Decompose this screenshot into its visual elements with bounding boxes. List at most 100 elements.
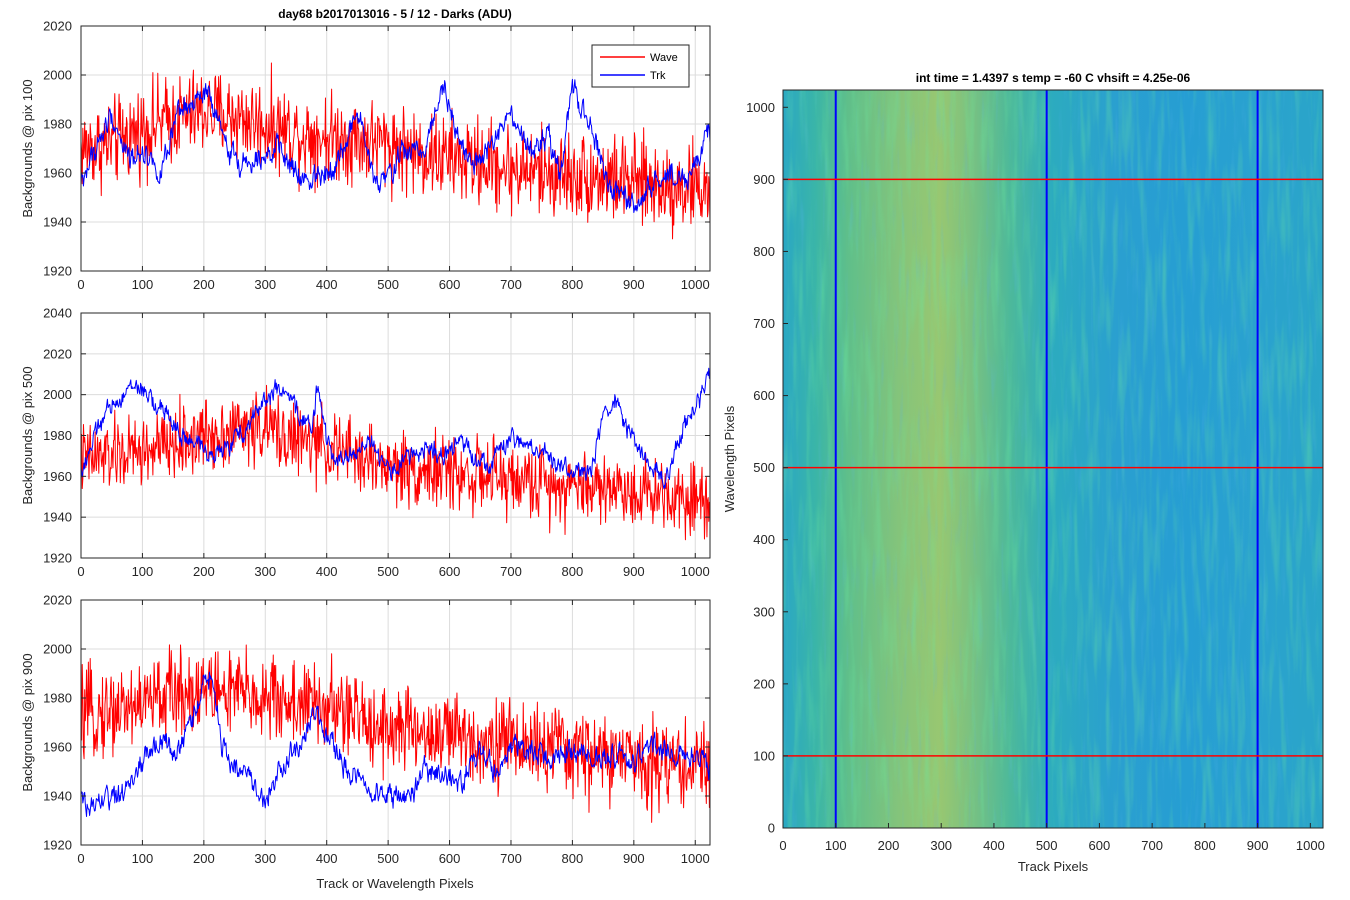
x-tick-label: 300 [254, 851, 276, 866]
y-tick-label: 300 [753, 604, 775, 619]
x-tick-label: 800 [562, 277, 584, 292]
series-line-trk [81, 671, 710, 817]
axes-box [80, 25, 711, 272]
x-tick-label: 300 [930, 838, 952, 853]
x-tick-label: 600 [439, 851, 461, 866]
y-tick-label: 2020 [43, 19, 72, 34]
y-tick-label: 2000 [43, 642, 72, 657]
x-tick-label: 500 [377, 564, 399, 579]
x-tick-label: 0 [77, 851, 84, 866]
y-tick-label: 2040 [43, 306, 72, 321]
x-tick-label: 500 [377, 277, 399, 292]
series-group [81, 644, 710, 823]
legend-box [591, 44, 690, 88]
y-tick-label: 2020 [43, 346, 72, 361]
x-tick-label: 200 [878, 838, 900, 853]
figure-title: day68 b2017013016 - 5 / 12 - Darks (ADU) [278, 7, 511, 21]
y-tick-label: 400 [753, 532, 775, 547]
y-tick-label: 1960 [43, 166, 72, 181]
y-tick-label: 1960 [43, 469, 72, 484]
legend-label-trk: Trk [650, 70, 666, 82]
y-axis-label: Backgrounds @ pix 100 [20, 79, 35, 217]
x-tick-label: 0 [779, 838, 786, 853]
x-tick-label: 200 [193, 851, 215, 866]
y-tick-label: 1000 [746, 100, 775, 115]
x-tick-label: 600 [439, 277, 461, 292]
x-tick-label: 400 [983, 838, 1005, 853]
ticks: 0 100 200 300 400 500 600 700 800 900 1000 1920 1940… [43, 19, 710, 292]
x-tick-label: 900 [1247, 838, 1269, 853]
x-axis-label: Track Pixels [1018, 859, 1089, 874]
heatmap-title: int time = 1.4397 s temp = -60 C vhsift … [916, 71, 1191, 85]
series-group [81, 367, 710, 541]
y-tick-label: 1920 [43, 551, 72, 566]
x-tick-label: 100 [132, 277, 154, 292]
x-tick-label: 900 [623, 277, 645, 292]
x-tick-label: 400 [316, 851, 338, 866]
series-line-wave [81, 384, 710, 541]
y-tick-label: 1940 [43, 789, 72, 804]
x-tick-label: 700 [500, 851, 522, 866]
x-tick-label: 1000 [1296, 838, 1325, 853]
ticks: 0 100 200 300 400 500 600 700 800 900 1000 1920 1940… [43, 593, 710, 866]
x-tick-label: 0 [77, 277, 84, 292]
ticks: 0 100 200 300 400 500 600 700 800 900 1000 1920 1940… [43, 306, 710, 579]
axes-box [80, 599, 711, 846]
subplot-pix-100: 0 100 200 300 400 500 600 700 800 900 1000 1920 1940… [20, 7, 711, 292]
x-tick-label: 1000 [681, 564, 710, 579]
y-tick-label: 2020 [43, 593, 72, 608]
y-tick-label: 800 [753, 244, 775, 259]
series-line-wave [81, 644, 710, 823]
x-tick-label: 900 [623, 851, 645, 866]
y-tick-label: 1980 [43, 117, 72, 132]
y-tick-label: 1940 [43, 215, 72, 230]
y-tick-label: 1980 [43, 691, 72, 706]
x-tick-label: 1000 [681, 851, 710, 866]
axes-box [782, 89, 1324, 829]
y-axis-label: Backgrounds @ pix 900 [20, 653, 35, 791]
y-tick-label: 1940 [43, 510, 72, 525]
y-tick-label: 1920 [43, 264, 72, 279]
x-tick-label: 800 [562, 564, 584, 579]
y-tick-label: 2000 [43, 68, 72, 83]
x-tick-label: 100 [132, 851, 154, 866]
x-tick-label: 800 [562, 851, 584, 866]
x-tick-label: 700 [500, 277, 522, 292]
y-tick-label: 1960 [43, 740, 72, 755]
y-tick-label: 0 [768, 821, 775, 836]
x-tick-label: 700 [1141, 838, 1163, 853]
x-tick-label: 600 [1089, 838, 1111, 853]
x-tick-label: 700 [500, 564, 522, 579]
y-tick-label: 900 [753, 172, 775, 187]
marker-lines [783, 90, 1323, 828]
x-tick-label: 1000 [681, 277, 710, 292]
x-tick-label: 500 [377, 851, 399, 866]
y-tick-label: 1980 [43, 428, 72, 443]
heatmap-panel: 0 100 200 300 400 500 600 700 800 900 1000 0 100 200 3… [722, 71, 1325, 874]
y-tick-label: 1920 [43, 838, 72, 853]
x-tick-label: 900 [623, 564, 645, 579]
x-tick-label: 500 [1036, 838, 1058, 853]
y-tick-label: 200 [753, 676, 775, 691]
x-tick-label: 600 [439, 564, 461, 579]
legend-label-wave: Wave [650, 52, 678, 64]
x-tick-label: 300 [254, 564, 276, 579]
y-tick-label: 600 [753, 388, 775, 403]
y-axis-label: Backgrounds @ pix 500 [20, 366, 35, 504]
subplot-pix-900: 0 100 200 300 400 500 600 700 800 900 1000 1920 1940… [20, 593, 711, 891]
ticks: 0 100 200 300 400 500 600 700 800 900 1000 0 100 200 3… [746, 100, 1325, 853]
x-tick-label: 100 [825, 838, 847, 853]
y-axis-label: Wavelength Pixels [722, 405, 737, 512]
x-tick-label: 300 [254, 277, 276, 292]
y-tick-label: 500 [753, 460, 775, 475]
y-tick-label: 100 [753, 748, 775, 763]
series-line-trk [81, 78, 710, 214]
y-tick-label: 700 [753, 316, 775, 331]
series-line-trk [81, 367, 710, 490]
heatmap-texture-2 [783, 90, 1323, 828]
y-tick-label: 2000 [43, 387, 72, 402]
series-group [81, 62, 710, 240]
x-tick-label: 400 [316, 564, 338, 579]
x-tick-label: 100 [132, 564, 154, 579]
